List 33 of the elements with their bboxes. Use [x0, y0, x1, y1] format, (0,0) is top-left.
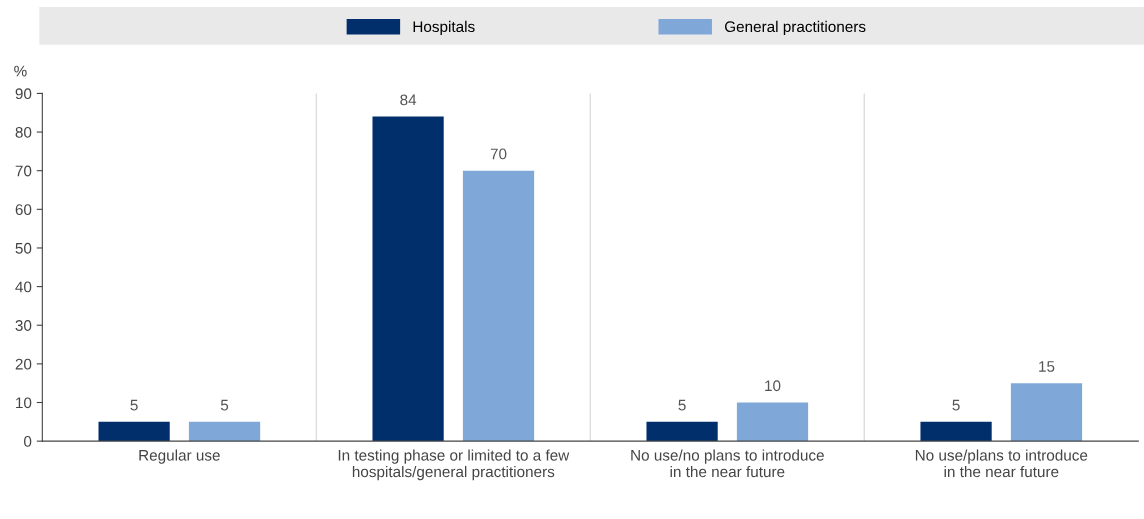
data-label: 5: [952, 399, 960, 411]
y-tick-label: 60: [15, 204, 32, 216]
data-label: 5: [130, 399, 138, 411]
y-tick-label: 30: [15, 320, 32, 331]
data-label: 70: [490, 148, 507, 160]
x-tick-label: No use/no plans to introduce in the near future: [631, 449, 824, 478]
bar: [920, 421, 992, 442]
bar: [372, 116, 444, 442]
y-tick-label: 0: [24, 436, 32, 447]
bar: [736, 402, 809, 442]
y-axis-title: %: [14, 65, 27, 77]
legend-label: Hospitals: [413, 20, 475, 36]
y-tick-label: 80: [15, 126, 32, 138]
bar: [188, 421, 261, 442]
x-tick-label: In testing phase or limited to a few hospitals/general practitioners: [338, 449, 570, 481]
data-label: 5: [678, 399, 686, 411]
data-label: 15: [1039, 361, 1055, 372]
y-tick-label: 10: [16, 397, 32, 409]
y-tick-label: 70: [15, 165, 32, 177]
x-tick-label: Regular use: [139, 449, 220, 464]
y-tick-label: 20: [15, 358, 32, 370]
y-tick-label: 90: [15, 88, 32, 100]
y-tick-label: 50: [15, 242, 32, 254]
bar: [98, 421, 170, 442]
data-label: 5: [220, 399, 229, 411]
x-tick-label: No use/plans to introduce in the near future: [915, 449, 1088, 478]
legend-label: General practitioners: [724, 20, 866, 36]
bar: [1010, 383, 1083, 442]
bar: [462, 170, 535, 442]
y-tick-label: 40: [15, 281, 32, 293]
data-label: 84: [400, 94, 417, 106]
bar: [646, 421, 718, 442]
data-label: 10: [765, 380, 781, 392]
